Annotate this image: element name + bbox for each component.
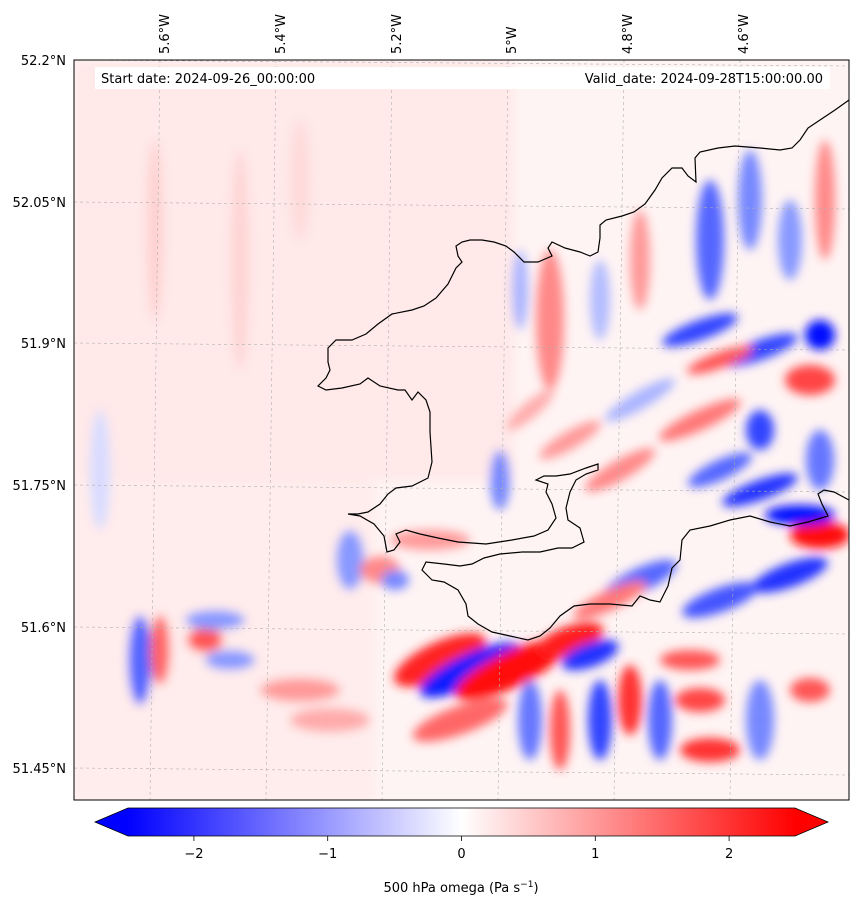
lat-label-52.05N: 52.05°N [13,196,66,211]
colorbar-title-close: ) [533,881,538,896]
lat-label-51.6N: 51.6°N [21,621,66,636]
colorbar-tick-label: 0 [457,847,465,862]
colorbar: −2 −1 0 1 2 500 hPa omega (Pa s−1) [93,807,830,896]
lat-label-51.45N: 51.45°N [13,762,66,777]
colorbar-title-main: 500 hPa omega (Pa s [383,881,520,896]
coastline-north [316,99,849,641]
lon-label-5.6W: 5.6°W [158,14,173,54]
lat-label-52.2N: 52.2°N [21,54,66,69]
map-frame [73,59,850,801]
lat-label-51.75N: 51.75°N [13,479,66,494]
colorbar-tick-label: −1 [318,847,337,862]
colorbar-high-extend [795,808,828,836]
lat-label-51.9N: 51.9°N [21,337,66,352]
colorbar-gradient [127,808,796,836]
lon-label-5.2W: 5.2°W [390,14,405,54]
omega-field [74,60,849,800]
colorbar-outline [93,807,830,837]
start-date-label: Start date: 2024-09-26_00:00:00 [101,72,315,87]
header-box [95,67,830,89]
lon-label-5.4W: 5.4°W [274,14,289,54]
lon-label-4.6W: 4.6°W [737,14,752,54]
valid-date-label: Valid_date: 2024-09-28T15:00:00.00 [585,72,823,87]
colorbar-tick-label: −2 [184,847,203,862]
lon-label-5W: 5°W [505,26,520,54]
colorbar-title: 500 hPa omega (Pa s−1) [383,880,538,896]
coastline [316,99,849,641]
colorbar-title-exp: −1 [520,880,533,890]
colorbar-low-extend [95,808,128,836]
colorbar-ticks: −2 −1 0 1 2 [184,836,733,862]
lon-label-4.8W: 4.8°W [621,14,636,54]
colorbar-tick-label: 1 [591,847,599,862]
colorbar-tick-label: 2 [725,847,733,862]
